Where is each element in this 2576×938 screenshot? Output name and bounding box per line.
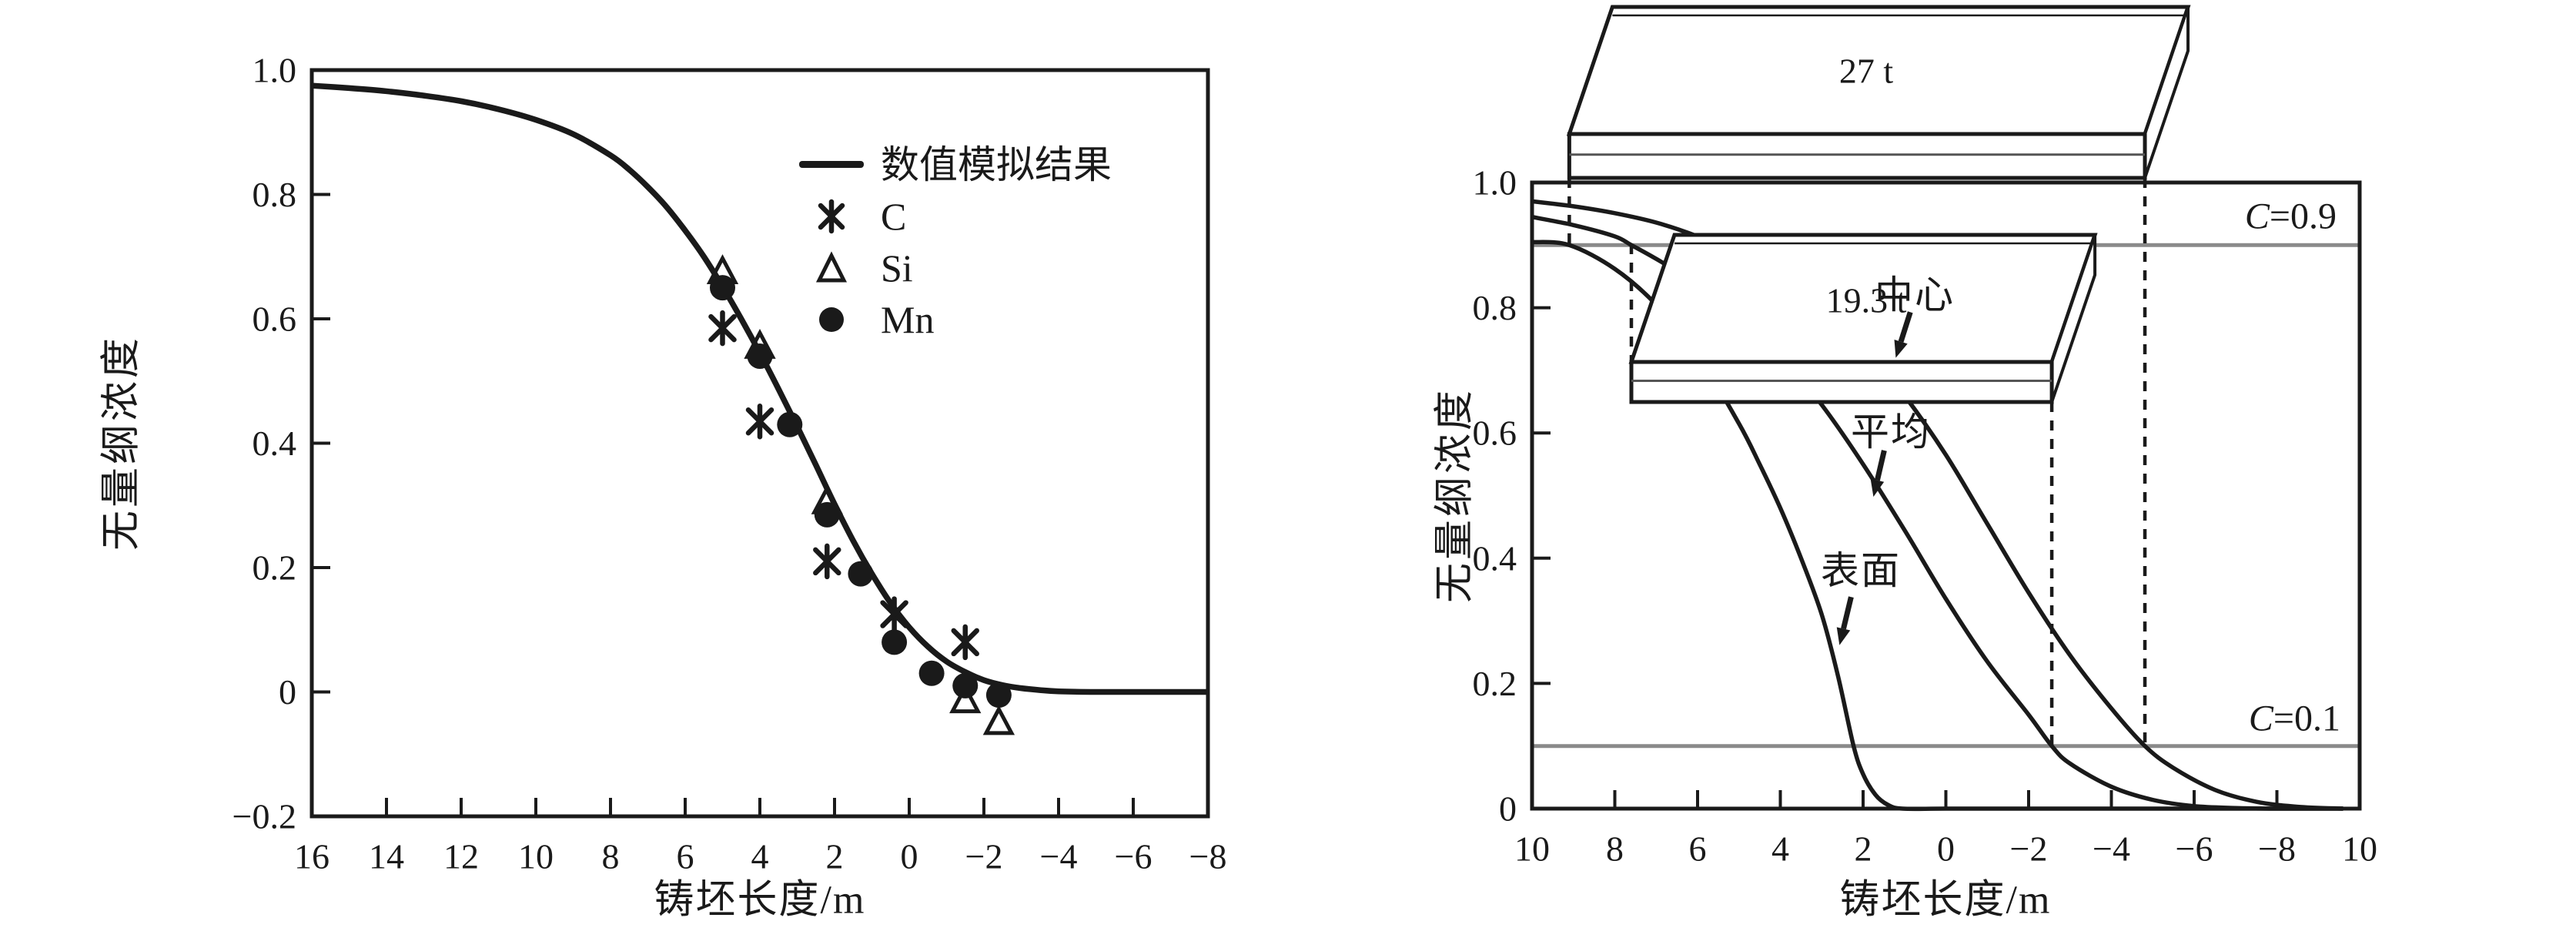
legend-label-simulation: 数值模拟结果 bbox=[881, 142, 1112, 186]
c-data-point bbox=[951, 624, 979, 661]
x-tick-label: 8 bbox=[1606, 829, 1624, 869]
right-y-axis-title: 无量纲浓度 bbox=[1433, 387, 1477, 604]
triangle-marker-icon bbox=[799, 250, 864, 286]
solid-line-marker-icon bbox=[799, 161, 864, 168]
y-tick-label: 0.6 bbox=[1473, 414, 1517, 453]
legend-label-si: Si bbox=[881, 246, 913, 290]
annotation-center: 中心 bbox=[1875, 273, 1955, 317]
mn-data-point bbox=[985, 682, 1012, 709]
y-tick-label: 0.2 bbox=[253, 548, 297, 588]
mn-data-point bbox=[814, 501, 840, 528]
y-tick-label: 0.4 bbox=[1473, 538, 1517, 578]
reference-label-c01: C=0.1 bbox=[2032, 698, 2340, 740]
curve-平均 bbox=[1531, 215, 2343, 811]
x-tick-label: −2 bbox=[2010, 829, 2048, 869]
mn-data-point bbox=[952, 672, 979, 698]
x-tick-label: −2 bbox=[965, 837, 1003, 876]
x-tick-label: 14 bbox=[369, 837, 404, 876]
si-data-point bbox=[982, 705, 1015, 735]
mn-data-point bbox=[882, 629, 908, 655]
c-data-point bbox=[813, 543, 841, 580]
legend-item-simulation: 数值模拟结果 bbox=[799, 139, 1112, 190]
annotation-average: 平均 bbox=[1851, 410, 1931, 454]
x-tick-label: 8 bbox=[602, 837, 620, 876]
y-tick-label: 1.0 bbox=[253, 51, 297, 90]
x-tick-label: 16 bbox=[294, 837, 330, 876]
mn-data-point bbox=[777, 411, 803, 437]
x-tick-label: 10 bbox=[1514, 829, 1550, 869]
circle-marker-icon bbox=[799, 302, 864, 337]
mn-data-point bbox=[918, 660, 945, 686]
left-y-axis-title: 无量纲浓度 bbox=[99, 334, 144, 551]
x-tick-label: −4 bbox=[1040, 837, 1078, 876]
y-tick-label: 0 bbox=[279, 672, 296, 712]
annotation-arrow-平均 bbox=[1870, 450, 1887, 497]
reference-symbol: C bbox=[2248, 698, 2273, 739]
slab-19t-label: 19.3 t bbox=[1825, 280, 1907, 320]
legend-item-mn: Mn bbox=[799, 293, 1112, 345]
slab-19.3t bbox=[1628, 233, 2098, 404]
series-Mn bbox=[710, 275, 1012, 709]
slab-27t bbox=[1566, 5, 2191, 180]
mn-data-point bbox=[710, 275, 735, 301]
mn-data-point bbox=[848, 561, 874, 587]
y-tick-label: −0.2 bbox=[233, 797, 296, 836]
c-data-point bbox=[880, 596, 908, 632]
annotation-arrow-表面 bbox=[1836, 596, 1854, 645]
left-plot: 16 14 12 10 8 6 4 2 0 −2 −4 −6 −8 1.0 0.8 0.6 0.4 0.2 0 −0.… bbox=[233, 51, 1227, 876]
x-tick-label: −6 bbox=[1115, 837, 1153, 876]
x-tick-label: 10 bbox=[2342, 829, 2377, 869]
y-tick-label: 0 bbox=[1499, 789, 1517, 829]
x-tick-label: −4 bbox=[2093, 829, 2130, 869]
annotation-surface: 表面 bbox=[1821, 549, 1901, 592]
c-data-point bbox=[745, 403, 774, 440]
x-tick-label: 2 bbox=[1855, 829, 1872, 869]
legend-item-si: Si bbox=[799, 242, 1112, 293]
reference-label-c09: C=0.9 bbox=[2029, 196, 2337, 238]
asterisk-marker-icon bbox=[799, 199, 864, 234]
x-tick-label: 12 bbox=[443, 837, 479, 876]
annotation-arrow-中心 bbox=[1894, 311, 1913, 358]
si-data-point bbox=[949, 683, 982, 714]
x-tick-label: −8 bbox=[2258, 829, 2296, 869]
x-tick-label: 10 bbox=[518, 837, 554, 876]
y-tick-label: 0.8 bbox=[253, 175, 297, 214]
slab-27t-label: 27 t bbox=[1838, 51, 1894, 91]
reference-value: =0.9 bbox=[2269, 196, 2337, 237]
series-C bbox=[708, 310, 979, 661]
x-tick-label: 6 bbox=[1689, 829, 1707, 869]
right-x-axis-title: 铸坯长度/m bbox=[1839, 878, 2052, 923]
legend: 数值模拟结果 C Si Mn bbox=[799, 139, 1112, 345]
x-tick-label: 6 bbox=[677, 837, 694, 876]
y-tick-label: 1.0 bbox=[1473, 163, 1517, 203]
y-tick-label: 0.6 bbox=[253, 300, 297, 339]
x-tick-label: 4 bbox=[1771, 829, 1789, 869]
right-plot: 10 8 6 4 2 0 −2 −4 −6 −8 10 1.0 0.8 0.6 0.4 0.2 0 bbox=[1473, 5, 2377, 869]
y-tick-label: 0.4 bbox=[253, 424, 297, 463]
x-tick-label: −8 bbox=[1189, 837, 1227, 876]
reference-value: =0.1 bbox=[2273, 698, 2340, 739]
y-tick-label: 0.8 bbox=[1473, 288, 1517, 327]
x-tick-label: 0 bbox=[901, 837, 918, 876]
x-tick-label: −6 bbox=[2176, 829, 2213, 869]
x-tick-label: 0 bbox=[1937, 829, 1955, 869]
legend-item-c: C bbox=[799, 190, 1112, 242]
x-tick-label: 2 bbox=[826, 837, 844, 876]
legend-label-mn: Mn bbox=[881, 297, 935, 341]
legend-label-c: C bbox=[881, 194, 907, 238]
y-tick-label: 0.2 bbox=[1473, 664, 1517, 703]
curve-中心 bbox=[1531, 199, 2343, 811]
mn-data-point bbox=[747, 343, 773, 369]
reference-symbol: C bbox=[2244, 196, 2270, 237]
x-tick-label: 4 bbox=[751, 837, 769, 876]
left-x-axis-title: 铸坯长度/m bbox=[654, 878, 866, 923]
c-data-point bbox=[708, 310, 737, 347]
